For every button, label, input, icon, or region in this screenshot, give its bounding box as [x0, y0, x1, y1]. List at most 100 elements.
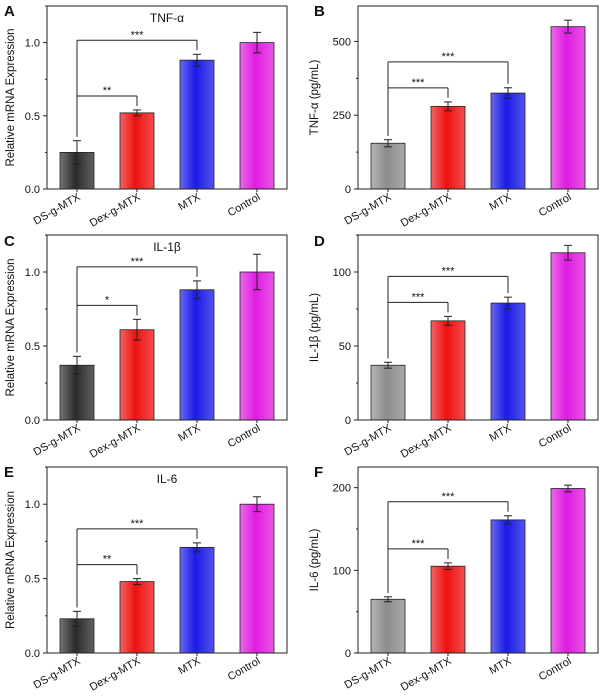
panel-letter: A: [4, 3, 15, 20]
error-bar: [73, 610, 81, 627]
y-tick-label: 0.0: [25, 648, 40, 660]
significance-bracket: [76, 266, 198, 353]
y-tick-label: 1.0: [25, 499, 40, 511]
error-bar: [444, 562, 452, 571]
y-axis-label: Relative mRNA Expression: [5, 28, 17, 166]
x-tick-label: Dex-g-MTX: [399, 655, 454, 694]
bar-dex-g-mtx: [119, 112, 155, 190]
bar-control: [550, 26, 586, 190]
bar-mtx: [179, 546, 215, 654]
y-tick-label: 0: [345, 184, 351, 196]
error-bar: [564, 244, 572, 261]
y-tick-label: 0: [345, 648, 351, 660]
x-tick-label: Dex-g-MTX: [399, 422, 454, 461]
y-tick-label: 50: [339, 341, 351, 353]
plot-frame: [357, 5, 599, 190]
significance-label: ***: [412, 291, 426, 303]
x-tick-label: Control: [226, 655, 263, 683]
y-tick-label: 0.5: [25, 111, 40, 123]
significance-bracket: [76, 39, 198, 137]
plot-frame: [46, 5, 288, 190]
chart-panel-f: F 0 100 200 DS-g-MTX Dex-g-MTX MTX Control IL-6 …: [309, 464, 599, 694]
y-axis-label: Relative mRNA Expression: [5, 491, 17, 629]
x-tick-label: MTX: [487, 655, 514, 677]
panel-letter: B: [314, 3, 325, 20]
bar-mtx: [490, 302, 526, 421]
x-tick-label: DS-g-MTX: [343, 422, 395, 459]
bar-ds-g-mtx: [370, 364, 406, 421]
y-tick-label: 0.5: [25, 341, 40, 353]
bar-mtx: [179, 59, 215, 190]
x-tick-label: MTX: [176, 655, 203, 677]
x-tick-label: Control: [537, 422, 574, 450]
y-axis-label: Relative mRNA Expression: [5, 258, 17, 396]
y-tick-label: 100: [333, 565, 351, 577]
error-bar: [564, 484, 572, 493]
significance-label: ***: [131, 518, 145, 530]
x-tick-label: Control: [226, 422, 263, 450]
significance-label: **: [103, 85, 112, 97]
bar-control: [239, 503, 275, 654]
bar-mtx: [490, 519, 526, 654]
x-tick-label: DS-g-MTX: [343, 191, 395, 228]
significance-label: *: [105, 294, 110, 306]
bar-mtx: [179, 289, 215, 421]
significance-label: ***: [412, 538, 426, 550]
error-bar: [133, 578, 141, 586]
panel-letter: E: [4, 464, 14, 481]
bar-control: [239, 271, 275, 421]
error-bar: [73, 355, 81, 375]
y-tick-label: 0.0: [25, 184, 40, 196]
chart-title: IL-6: [157, 472, 178, 486]
chart-panel-a: A 0.0 0.5 1.0 DS-g-MTX Dex-g-MTX MTX Control Rel…: [4, 3, 288, 230]
bar-control: [550, 252, 586, 421]
error-bar: [504, 87, 512, 99]
x-tick-label: Control: [537, 191, 574, 219]
y-axis-label: IL-6 (pg/mL): [309, 529, 321, 592]
error-bar: [133, 318, 141, 341]
plot-frame: [46, 466, 288, 654]
bar-ds-g-mtx: [370, 142, 406, 190]
plot-frame: [357, 466, 599, 654]
significance-bracket: [76, 528, 198, 608]
significance-label: ***: [442, 51, 456, 63]
error-bar: [444, 315, 452, 326]
significance-bracket: [387, 501, 509, 593]
bar-dex-g-mtx: [430, 565, 466, 654]
y-tick-label: 250: [333, 110, 351, 122]
y-tick-label: 0.5: [25, 574, 40, 586]
significance-label: ***: [442, 491, 456, 503]
panel-letter: D: [314, 233, 325, 250]
error-bar: [384, 361, 392, 369]
chart-title: TNF-α: [150, 11, 184, 25]
x-tick-label: DS-g-MTX: [343, 655, 395, 692]
significance-bracket: [387, 61, 509, 136]
bar-mtx: [490, 92, 526, 190]
x-tick-label: DS-g-MTX: [32, 191, 84, 228]
chart-panel-e: E 0.0 0.5 1.0 DS-g-MTX Dex-g-MTX MTX Control Rel…: [4, 464, 288, 694]
x-tick-label: Dex-g-MTX: [88, 422, 143, 461]
error-bar: [253, 31, 261, 54]
plot-frame: [46, 234, 288, 421]
error-bar: [504, 515, 512, 525]
y-tick-label: 0.0: [25, 415, 40, 427]
x-tick-label: MTX: [176, 422, 203, 444]
error-bar: [193, 542, 201, 553]
error-bar: [384, 596, 392, 603]
bar-dex-g-mtx: [430, 105, 466, 190]
x-tick-label: Dex-g-MTX: [399, 191, 454, 230]
significance-label: ***: [131, 256, 145, 268]
significance-label: ***: [412, 77, 426, 89]
error-bar: [133, 109, 141, 117]
error-bar: [384, 139, 392, 148]
error-bar: [253, 496, 261, 513]
x-tick-label: Dex-g-MTX: [88, 191, 143, 230]
y-axis-label: TNF-α (pg/mL): [309, 60, 321, 136]
x-tick-label: DS-g-MTX: [32, 655, 84, 692]
x-tick-label: MTX: [487, 191, 514, 213]
bar-ds-g-mtx: [370, 598, 406, 654]
bar-dex-g-mtx: [119, 329, 155, 421]
error-bar: [504, 296, 512, 310]
chart-title: IL-1β: [153, 240, 181, 254]
